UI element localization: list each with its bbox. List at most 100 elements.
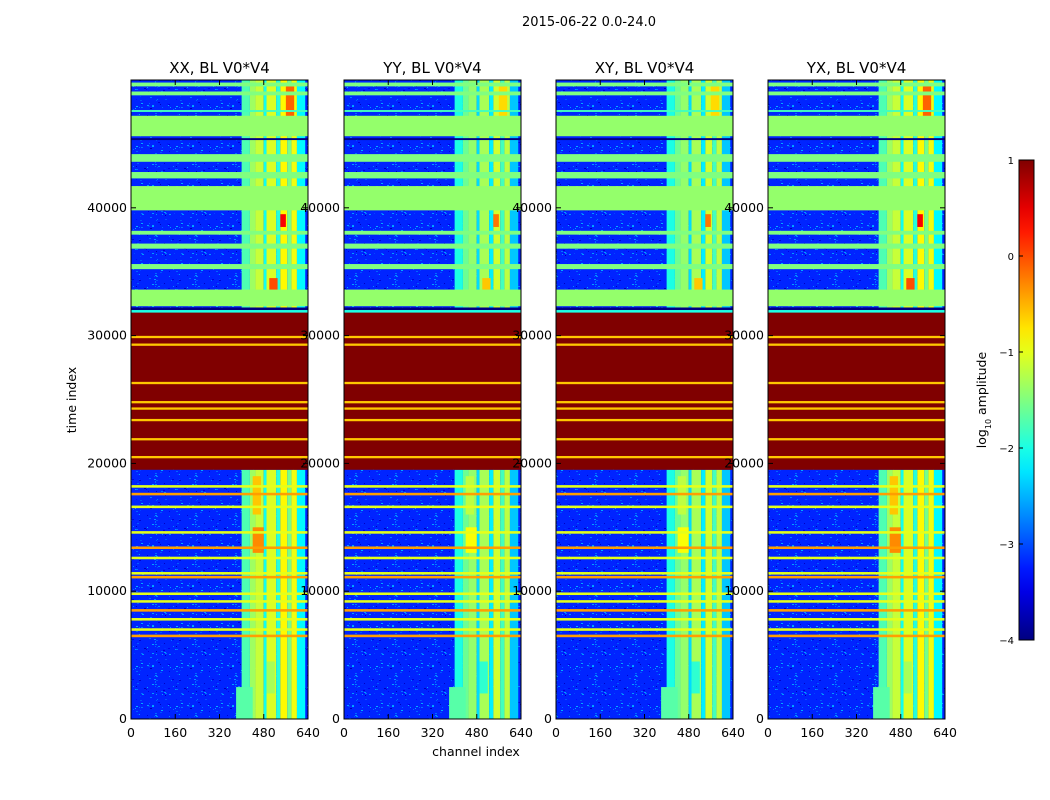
rfi-patch <box>236 687 253 719</box>
flagged-band <box>768 289 945 307</box>
panel-title: XX, BL V0*V4 <box>169 59 270 77</box>
flag-stripe <box>768 556 945 560</box>
x-tick-label: 160 <box>800 725 824 740</box>
flag-stripe <box>768 138 945 141</box>
flag-stripe <box>344 556 521 560</box>
colorbar: 1 0 −1 −2 −3 −4 log10 amplitude <box>974 156 1035 647</box>
flag-stripe <box>556 310 733 313</box>
y-tick-label: 0 <box>756 711 764 726</box>
saturated-stripe <box>556 455 733 459</box>
flag-stripe <box>131 634 308 638</box>
flag-stripe <box>131 531 308 534</box>
flag-stripe <box>344 110 521 112</box>
flag-stripe <box>344 485 521 488</box>
panel-yy: YY, BL V0*V4 0 160 320 480 640 0 10000 20000 3000… <box>300 59 533 740</box>
saturated-block <box>768 310 945 470</box>
colorbar-tick-label: −4 <box>999 636 1014 647</box>
flagged-band <box>768 230 945 235</box>
saturated-stripe <box>768 381 945 385</box>
saturated-stripe <box>768 418 945 422</box>
flag-stripe <box>344 628 521 631</box>
flag-stripe <box>344 609 521 612</box>
rfi-patch <box>266 661 275 694</box>
x-tick-label: 480 <box>889 725 913 740</box>
rfi-patch <box>269 278 278 291</box>
flagged-band <box>556 264 733 270</box>
flag-stripe <box>344 310 521 313</box>
rfi-patch <box>493 214 499 227</box>
saturated-stripe <box>344 455 521 459</box>
rfi-patch <box>903 661 912 694</box>
flagged-band <box>131 243 308 249</box>
flag-stripe <box>344 546 521 550</box>
flag-stripe <box>556 600 733 603</box>
flag-stripe <box>344 618 521 621</box>
flag-stripe <box>344 575 521 579</box>
saturated-stripe <box>556 335 733 339</box>
flag-stripe <box>556 572 733 575</box>
rfi-patch <box>449 687 466 719</box>
heatmap-image <box>768 80 945 719</box>
rfi-patch <box>285 86 295 125</box>
flagged-band <box>131 264 308 270</box>
flagged-band <box>344 91 521 96</box>
flagged-band <box>344 243 521 249</box>
saturated-stripe <box>768 343 945 346</box>
flag-stripe <box>131 110 308 112</box>
saturated-stripe <box>131 401 308 404</box>
flag-stripe <box>556 138 733 141</box>
y-tick-label: 0 <box>544 711 552 726</box>
rfi-patch <box>705 214 711 227</box>
flagged-band <box>768 91 945 96</box>
saturated-stripe <box>768 401 945 404</box>
saturated-stripe <box>768 407 945 410</box>
flag-stripe <box>556 609 733 612</box>
heatmap-image <box>344 80 521 719</box>
y-tick-label: 10000 <box>87 583 127 598</box>
x-tick-label: 160 <box>376 725 400 740</box>
flagged-band <box>131 289 308 307</box>
panel-xx: XX, BL V0*V4 0 160 320 480 640 0 10000 20000 3000… <box>87 59 320 740</box>
colorbar-tick-label: −1 <box>999 348 1014 359</box>
flag-stripe <box>556 634 733 638</box>
flagged-band <box>768 243 945 249</box>
saturated-stripe <box>768 455 945 459</box>
flagged-band <box>556 243 733 249</box>
x-tick-label: 640 <box>509 725 533 740</box>
rfi-patch <box>906 278 915 291</box>
x-axis-label: channel index <box>432 744 520 759</box>
flagged-band <box>344 115 521 137</box>
x-tick-label: 320 <box>633 725 657 740</box>
saturated-stripe <box>344 401 521 404</box>
flag-stripe <box>768 618 945 621</box>
flag-stripe <box>768 546 945 550</box>
y-tick-label: 20000 <box>724 455 764 470</box>
saturated-block <box>556 310 733 470</box>
rfi-patch <box>922 86 932 125</box>
flag-stripe <box>131 556 308 560</box>
flagged-band <box>768 154 945 162</box>
panel-title: YX, BL V0*V4 <box>806 59 907 77</box>
flag-stripe <box>131 618 308 621</box>
flag-stripe <box>131 485 308 488</box>
panel-yx: YX, BL V0*V4 0 160 320 480 640 0 10000 20000 3000… <box>724 59 957 740</box>
saturated-stripe <box>556 407 733 410</box>
saturated-block <box>344 310 521 470</box>
flag-stripe <box>768 531 945 534</box>
rfi-patch <box>280 214 286 227</box>
rfi-patch <box>498 86 508 125</box>
colorbar-tick-label: 1 <box>1008 156 1014 167</box>
y-tick-label: 20000 <box>512 455 552 470</box>
figure-title: 2015-06-22 0.0-24.0 <box>522 15 656 30</box>
flagged-band <box>556 289 733 307</box>
flag-stripe <box>131 307 308 311</box>
rfi-patch <box>710 86 720 125</box>
flagged-band <box>131 186 308 211</box>
saturated-stripe <box>131 343 308 346</box>
flag-stripe <box>344 600 521 603</box>
colorbar-tick-label: −3 <box>999 540 1014 551</box>
flag-stripe <box>131 492 308 496</box>
y-tick-label: 0 <box>332 711 340 726</box>
flag-stripe <box>768 485 945 488</box>
